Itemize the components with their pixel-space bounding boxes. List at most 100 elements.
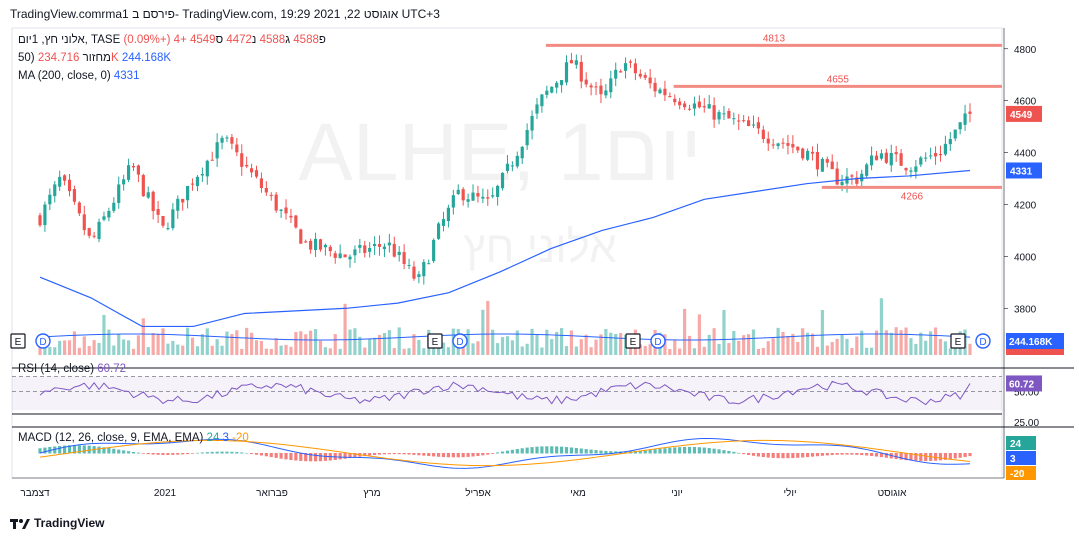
volume-bar [58,340,62,355]
candle-body [422,262,426,277]
ma-value: 4331 [113,70,140,82]
candle-body [894,152,898,155]
volume-bar [929,331,933,355]
candle-body [363,245,367,253]
candle-body [702,106,706,108]
volume-bar [948,348,952,355]
symbol-legend: אלוני חץ, 1יום, TASE פ4588 ג4588 נ4472 ס… [18,34,326,46]
volume-bar [294,332,298,355]
volume-bar [968,343,972,355]
macd-bar [850,453,854,455]
volume-bar [727,343,731,355]
candle-body [190,183,195,185]
volume-bar [550,339,554,355]
close-value: 4549 [189,34,216,46]
candle-body [963,113,967,125]
macd-bar [500,451,505,454]
candle-body [663,88,667,96]
macd-bar [491,453,495,454]
candle-body [402,252,406,264]
macd-bar [579,448,583,454]
candle-body [820,158,824,172]
macd-bar [589,449,593,454]
macd-bar [815,453,820,457]
dividend-marker-label: D [654,337,661,348]
macd-bar [299,453,303,461]
macd-bar [348,453,352,459]
macd-bar [692,446,697,454]
candle-body [791,144,795,148]
macd-bar [737,452,741,454]
macd-bar [948,453,952,460]
macd-bar [806,453,810,458]
macd-bar [141,453,145,454]
candles [38,52,972,285]
macd-bar [678,447,682,454]
macd-bar [205,452,209,454]
candle-body [432,239,436,262]
candle-body [456,189,460,195]
macd-bar [776,453,780,459]
volume-bar [835,338,839,355]
macd-bar [968,453,972,457]
macd-bar [496,452,500,454]
volume-bar [87,346,91,355]
candle-body [860,173,864,182]
candle-body [486,197,490,199]
macd-bar [392,453,396,455]
macd-bar [756,453,761,457]
x-tick-label: יולי [783,487,796,499]
candle-body [732,118,736,120]
watermark-symbol: ALHE, 1יום [298,107,702,198]
macd-bar [466,453,470,457]
signal-value: -20 [232,432,249,444]
volume-bar [245,327,249,355]
candle-body [92,235,96,237]
rsi-tick-label: 50.00 [1014,388,1039,399]
macd-bar [156,453,160,455]
volume-bar [368,338,372,355]
candle-body [933,153,938,157]
earnings-marker-icon [625,333,641,349]
volume-bar [687,335,692,355]
volume-bar [579,339,583,355]
volume-bar [530,328,534,355]
tradingview-brand[interactable]: TradingView [10,516,104,530]
macd-bar [648,449,652,454]
dividend-marker-label: D [39,337,46,348]
candle-body [117,184,121,203]
volume-bar [919,332,923,355]
macd-bar [545,446,549,454]
candle-body [323,244,327,248]
candle-body [72,189,77,202]
macd-bar [407,453,411,455]
volume-bar [884,330,888,355]
symbol-name: אלוני חץ, 1יום, TASE [18,34,121,46]
high-value: 4588 [259,34,286,46]
macd-bar [550,446,554,454]
candle-body [436,223,441,239]
candle-body [38,215,42,226]
macd-bar [653,449,657,454]
candle-body [397,251,401,256]
dividend-marker-icon [452,333,468,349]
candle-body [161,215,165,226]
macd-bar [663,448,667,454]
macd-bar [441,453,446,458]
volume-bar [38,347,42,355]
candle-body [348,256,352,260]
x-tick-label: אפריל [465,487,491,499]
candle-body [530,115,534,131]
candle-body [924,157,928,159]
candle-body [220,137,224,143]
candle-body [215,142,219,159]
volume-bar [830,342,834,355]
x-tick-label: מאי [570,488,586,499]
macd-bar [530,447,534,454]
candle-body [505,163,510,171]
candle-body [63,175,67,181]
candle-body [254,170,259,177]
volume-bar [200,334,204,355]
macd-bar [289,453,293,460]
